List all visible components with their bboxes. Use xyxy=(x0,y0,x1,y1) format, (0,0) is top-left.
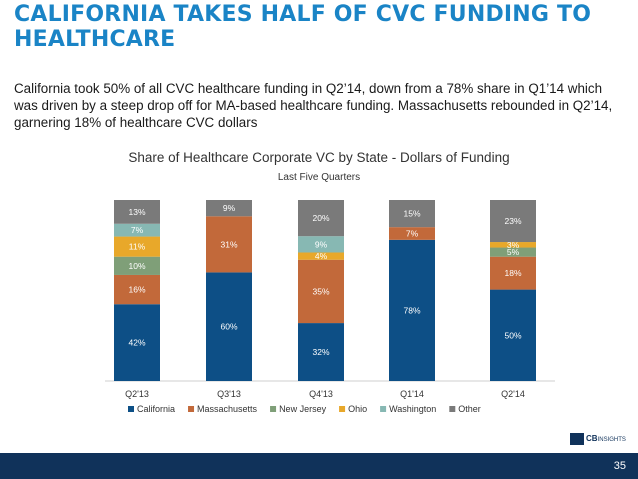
data-label: 31% xyxy=(220,239,237,249)
bar-california-3 xyxy=(389,239,435,381)
data-label: 13% xyxy=(128,207,145,217)
data-label: 7% xyxy=(406,228,419,238)
bars-group: 42% 16% 10% 11% 7% 13% 60% 31% 9% 32% 35% 4% 9% 20% 78… xyxy=(114,200,536,381)
bar-ohio-0 xyxy=(114,236,160,257)
bar-massachusetts-1 xyxy=(206,216,252,273)
legend: California Massachusetts New Jersey Ohio Was… xyxy=(128,404,481,414)
data-label: 42% xyxy=(128,338,145,348)
bar-new-jersey-0 xyxy=(114,256,160,275)
bar-massachusetts-0 xyxy=(114,274,160,305)
bar-ohio-4 xyxy=(490,242,536,248)
cb-insights-logo: CBINSIGHTS xyxy=(570,432,630,446)
data-label: 78% xyxy=(403,305,420,315)
stacked-bar-chart: Share of Healthcare Corporate VC by Stat… xyxy=(105,150,555,414)
footer-bar: 35 xyxy=(0,453,638,479)
bar-massachusetts-4 xyxy=(490,256,536,290)
legend-label: Ohio xyxy=(348,404,367,414)
logo-small: INSIGHTS xyxy=(597,437,626,443)
legend-swatch-washington xyxy=(380,406,387,412)
bar-other-4 xyxy=(490,200,536,243)
bar-other-3 xyxy=(389,200,435,228)
x-tick-label: Q4'13 xyxy=(309,389,333,399)
x-tick-label: Q3'13 xyxy=(217,389,241,399)
data-label: 23% xyxy=(504,216,521,226)
data-label: 10% xyxy=(128,261,145,271)
legend-label: California xyxy=(137,404,175,414)
bar-other-0 xyxy=(114,200,160,224)
data-label: 9% xyxy=(315,239,328,249)
data-label: 20% xyxy=(312,213,329,223)
data-label: 15% xyxy=(403,209,420,219)
data-label: 7% xyxy=(131,225,144,235)
legend-label: Washington xyxy=(389,404,436,414)
page-number: 35 xyxy=(613,460,626,472)
x-tick-label: Q2'14 xyxy=(501,389,525,399)
data-label: 4% xyxy=(315,251,328,261)
legend-label: New Jersey xyxy=(279,404,327,414)
data-label: 11% xyxy=(129,242,146,252)
legend-swatch-massachusetts xyxy=(188,406,195,412)
data-label: 18% xyxy=(504,268,521,278)
legend-swatch-new-jersey xyxy=(270,406,277,412)
logo-main: CB xyxy=(586,434,598,443)
bar-california-2 xyxy=(298,323,344,381)
data-label: 9% xyxy=(223,203,236,213)
bar-massachusetts-3 xyxy=(389,227,435,240)
legend-label: Massachusetts xyxy=(197,404,258,414)
bar-california-0 xyxy=(114,304,160,381)
bar-new-jersey-4 xyxy=(490,247,536,257)
bar-ohio-2 xyxy=(298,252,344,260)
bar-california-1 xyxy=(206,272,252,381)
data-label: 35% xyxy=(312,286,329,296)
slide-title: CALIFORNIA TAKES HALF OF CVC FUNDING TO … xyxy=(14,2,592,52)
legend-swatch-other xyxy=(449,406,456,412)
data-label: 60% xyxy=(220,322,237,332)
legend-label: Other xyxy=(458,404,481,414)
bar-washington-2 xyxy=(298,236,344,253)
data-label: 5% xyxy=(507,247,520,257)
slide-subtitle: California took 50% of all CVC healthcar… xyxy=(14,81,613,130)
bar-massachusetts-2 xyxy=(298,259,344,324)
bar-other-2 xyxy=(298,200,344,237)
logo-mark xyxy=(570,433,584,445)
x-tick-label: Q2'13 xyxy=(125,389,149,399)
data-label: 50% xyxy=(504,330,521,340)
chart-title: Share of Healthcare Corporate VC by Stat… xyxy=(128,150,509,165)
bar-california-4 xyxy=(490,289,536,381)
bar-washington-0 xyxy=(114,223,160,237)
x-tick-label: Q1'14 xyxy=(400,389,424,399)
legend-swatch-ohio xyxy=(339,406,346,412)
x-tick-labels: Q2'13 Q3'13 Q4'13 Q1'14 Q2'14 xyxy=(125,389,525,399)
data-label: 3% xyxy=(507,240,520,250)
data-label: 16% xyxy=(128,285,145,295)
legend-swatch-california xyxy=(128,406,134,412)
data-label: 32% xyxy=(312,347,329,357)
chart-subtitle: Last Five Quarters xyxy=(278,172,360,183)
bar-other-1 xyxy=(206,200,252,217)
